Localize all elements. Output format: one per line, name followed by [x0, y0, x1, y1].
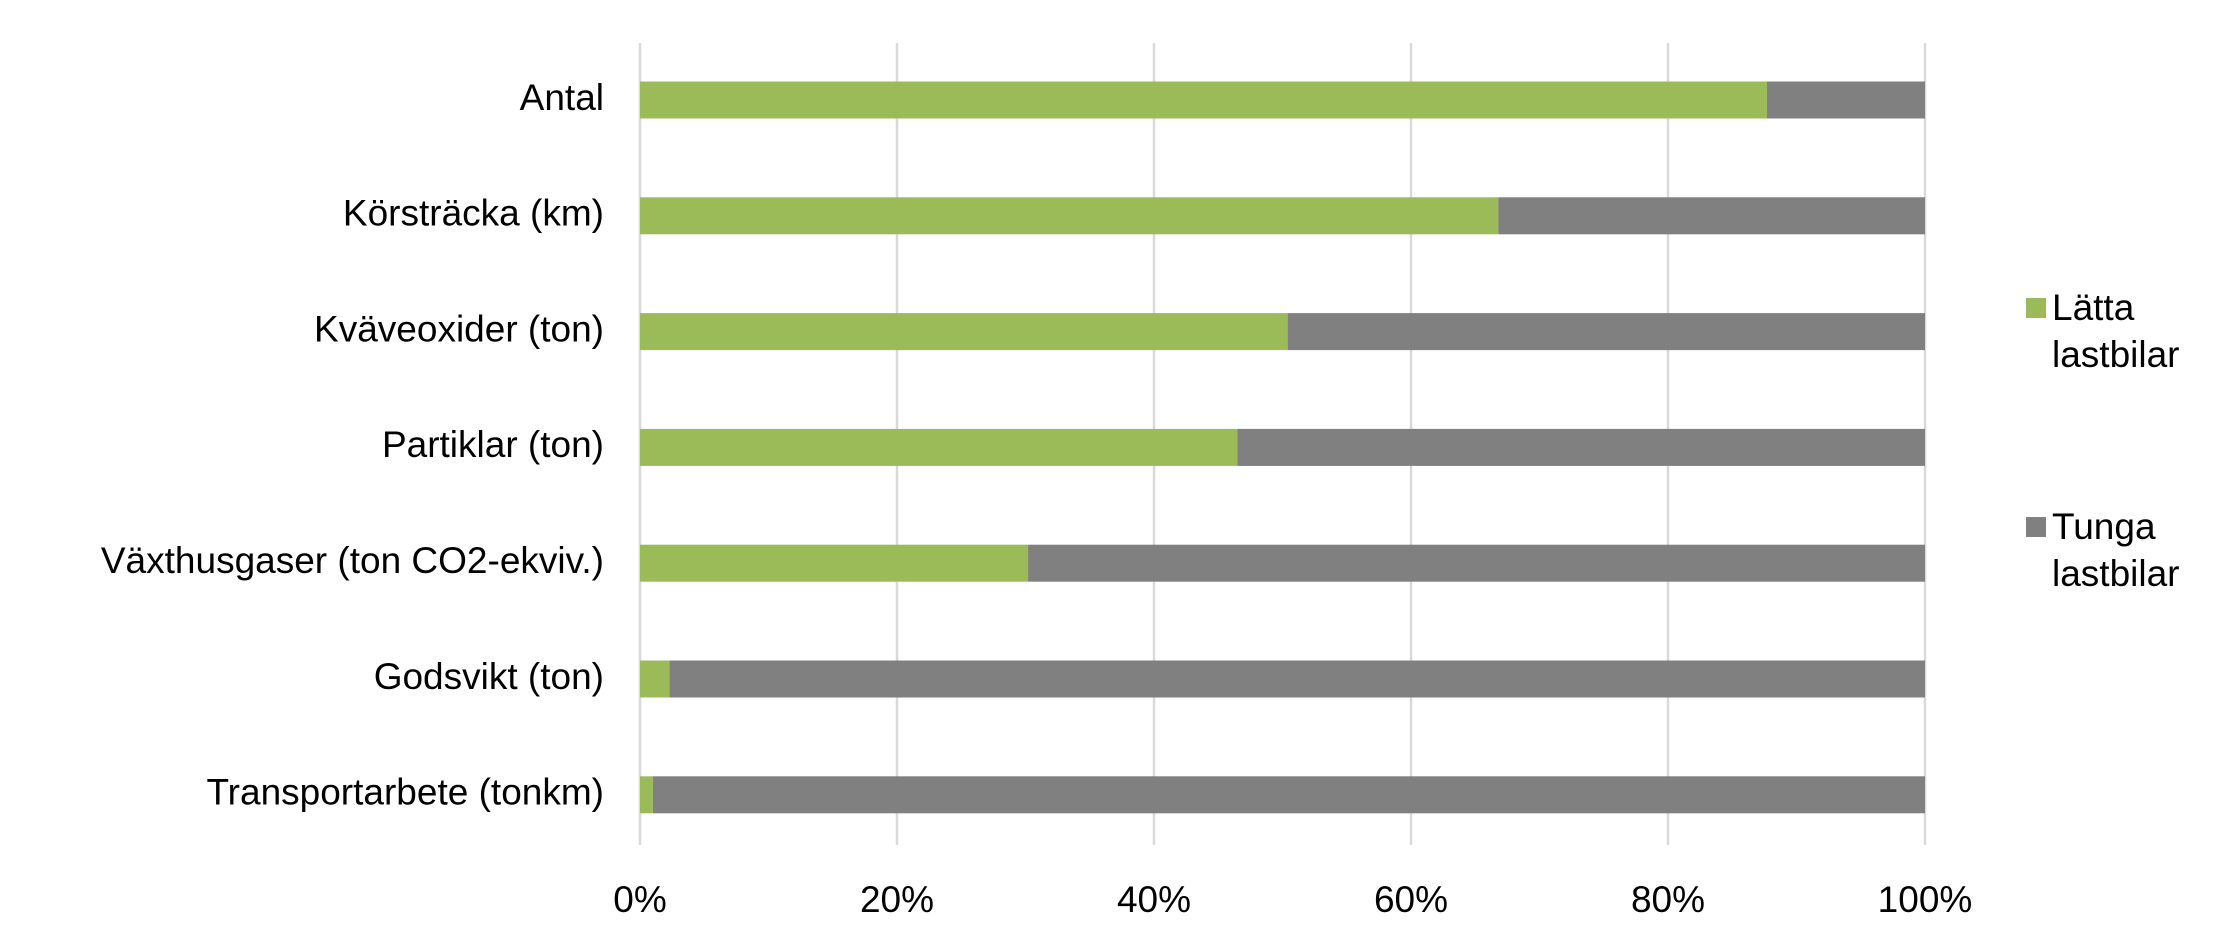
bar-segment: [640, 313, 1288, 351]
x-tick-label: 60%: [1374, 879, 1448, 920]
legend-item: Tunga lastbilar: [2052, 506, 2180, 594]
bar-segment: [640, 776, 653, 814]
y-tick-label: Godsvikt (ton): [374, 656, 604, 697]
bar-segment: [652, 776, 1925, 814]
x-tick-label: 80%: [1631, 879, 1705, 920]
y-tick-label: Växthusgaser (ton CO2-ekviv.): [101, 540, 604, 581]
bar-segment: [1287, 313, 1925, 351]
y-tick-label: Partiklar (ton): [382, 424, 604, 465]
bar-segment: [1766, 81, 1925, 119]
legend-item: Lätta lastbilar: [2052, 287, 2180, 375]
legend-swatch: [2026, 517, 2046, 537]
bar-segment: [1237, 428, 1925, 466]
x-tick-label: 0%: [613, 879, 666, 920]
y-tick-label: Transportarbete (tonkm): [206, 772, 604, 813]
legend-label: Tunga lastbilar: [2052, 506, 2180, 594]
bar-segment: [640, 660, 670, 698]
bar-segment: [640, 544, 1029, 582]
bar-segment: [640, 428, 1238, 466]
bar-segment: [1028, 544, 1925, 582]
y-tick-label: Kväveoxider (ton): [314, 308, 604, 349]
bar-segment: [640, 81, 1767, 119]
x-tick-label: 40%: [1117, 879, 1191, 920]
x-tick-label: 100%: [1878, 879, 1973, 920]
legend-swatch: [2026, 298, 2046, 318]
bar-segment: [669, 660, 1926, 698]
x-tick-label: 20%: [860, 879, 934, 920]
y-tick-label: Körsträcka (km): [343, 193, 604, 234]
y-tick-label: Antal: [520, 77, 604, 118]
bar-segment: [640, 197, 1499, 235]
legend-label: Lätta lastbilar: [2052, 287, 2180, 375]
bar-segment: [1498, 197, 1925, 235]
